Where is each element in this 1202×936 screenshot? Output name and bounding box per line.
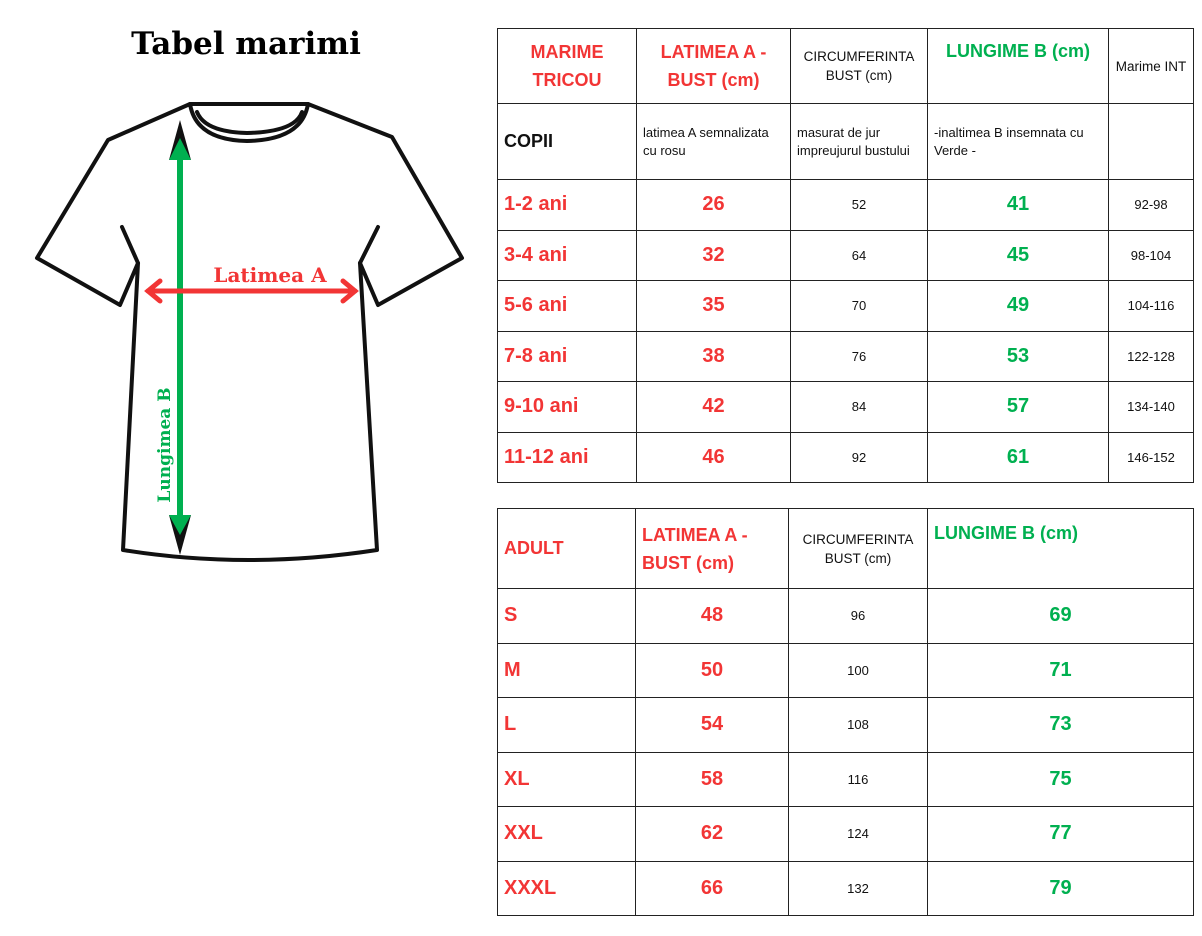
circumference-cell: 108 xyxy=(788,697,928,753)
table-row: M 50 100 71 xyxy=(497,642,1194,698)
int-size-cell: 98-104 xyxy=(1108,229,1194,281)
circumference-cell: 124 xyxy=(788,806,928,862)
table-row: L 54 108 73 xyxy=(497,697,1194,753)
length-label: Lungimea B xyxy=(155,387,175,502)
width-cell: 26 xyxy=(636,179,791,231)
width-arrow xyxy=(144,278,359,304)
header-int-size: Marime INT xyxy=(1108,28,1194,104)
table-row: 11-12 ani 46 92 61 146-152 xyxy=(497,431,1194,483)
int-note xyxy=(1108,103,1194,180)
int-size-cell: 134-140 xyxy=(1108,381,1194,433)
size-cell: S xyxy=(497,588,636,644)
length-cell: 45 xyxy=(927,229,1109,281)
page-title: Tabel marimi xyxy=(131,26,361,62)
size-cell: 7-8 ani xyxy=(497,330,637,382)
size-cell: 5-6 ani xyxy=(497,280,637,332)
header-length: LUNGIME B (cm) xyxy=(927,508,1194,589)
table-row: 7-8 ani 38 76 53 122-128 xyxy=(497,330,1194,382)
width-cell: 54 xyxy=(635,697,789,753)
int-size-cell: 92-98 xyxy=(1108,179,1194,231)
table-row: 9-10 ani 42 84 57 134-140 xyxy=(497,381,1194,433)
header-circumference: CIRCUMFERINTA BUST (cm) xyxy=(790,28,928,104)
length-cell: 79 xyxy=(927,860,1194,916)
int-size-cell: 146-152 xyxy=(1108,431,1194,483)
width-label: Latimea A xyxy=(213,263,327,287)
circumference-cell: 132 xyxy=(788,860,928,916)
circumference-cell: 96 xyxy=(788,588,928,644)
width-cell: 46 xyxy=(636,431,791,483)
table-row: S 48 96 69 xyxy=(497,588,1194,644)
size-cell: 1-2 ani xyxy=(497,179,637,231)
width-cell: 66 xyxy=(635,860,789,916)
circumference-cell: 64 xyxy=(790,229,928,281)
width-cell: 58 xyxy=(635,751,789,807)
table-row: XXXL 66 132 79 xyxy=(497,860,1194,916)
size-cell: L xyxy=(497,697,636,753)
kids-size-table: MARIME TRICOU LATIMEA A - BUST (cm) CIRC… xyxy=(497,28,1194,483)
length-cell: 53 xyxy=(927,330,1109,382)
header-circumference: CIRCUMFERINTA BUST (cm) xyxy=(788,508,928,589)
circumference-note: masurat de jur impreujurul bustului xyxy=(790,103,928,180)
kids-label: COPII xyxy=(497,103,637,180)
size-cell: XXL xyxy=(497,806,636,862)
circumference-cell: 52 xyxy=(790,179,928,231)
length-cell: 77 xyxy=(927,806,1194,862)
header-width: LATIMEA A - BUST (cm) xyxy=(636,28,791,104)
notes-row: COPII latimea A semnalizata cu rosu masu… xyxy=(497,103,1194,180)
length-cell: 41 xyxy=(927,179,1109,231)
size-cell: XL xyxy=(497,751,636,807)
length-cell: 73 xyxy=(927,697,1194,753)
table-row: 1-2 ani 26 52 41 92-98 xyxy=(497,179,1194,231)
table-row: 3-4 ani 32 64 45 98-104 xyxy=(497,229,1194,281)
adult-size-table: ADULT LATIMEA A - BUST (cm) CIRCUMFERINT… xyxy=(497,508,1194,916)
length-cell: 69 xyxy=(927,588,1194,644)
circumference-cell: 100 xyxy=(788,642,928,698)
table-header-row: ADULT LATIMEA A - BUST (cm) CIRCUMFERINT… xyxy=(497,508,1194,589)
length-cell: 57 xyxy=(927,381,1109,433)
width-cell: 35 xyxy=(636,280,791,332)
length-arrow xyxy=(169,120,191,555)
width-cell: 62 xyxy=(635,806,789,862)
size-cell: M xyxy=(497,642,636,698)
table-header-row: MARIME TRICOU LATIMEA A - BUST (cm) CIRC… xyxy=(497,28,1194,104)
width-cell: 48 xyxy=(635,588,789,644)
header-width: LATIMEA A - BUST (cm) xyxy=(635,508,789,589)
length-cell: 61 xyxy=(927,431,1109,483)
tshirt-diagram: Latimea A Lungimea B xyxy=(35,102,464,562)
length-cell: 75 xyxy=(927,751,1194,807)
size-cell: 9-10 ani xyxy=(497,381,637,433)
circumference-cell: 92 xyxy=(790,431,928,483)
length-cell: 49 xyxy=(927,280,1109,332)
circumference-cell: 116 xyxy=(788,751,928,807)
int-size-cell: 122-128 xyxy=(1108,330,1194,382)
tshirt-outline-icon xyxy=(35,102,464,562)
circumference-cell: 70 xyxy=(790,280,928,332)
size-cell: XXXL xyxy=(497,860,636,916)
circumference-cell: 76 xyxy=(790,330,928,382)
width-cell: 38 xyxy=(636,330,791,382)
table-row: 5-6 ani 35 70 49 104-116 xyxy=(497,280,1194,332)
width-cell: 50 xyxy=(635,642,789,698)
header-size: MARIME TRICOU xyxy=(497,28,637,104)
length-note: -inaltimea B insemnata cu Verde - xyxy=(927,103,1109,180)
width-cell: 32 xyxy=(636,229,791,281)
circumference-cell: 84 xyxy=(790,381,928,433)
width-cell: 42 xyxy=(636,381,791,433)
length-cell: 71 xyxy=(927,642,1194,698)
int-size-cell: 104-116 xyxy=(1108,280,1194,332)
header-length: LUNGIME B (cm) xyxy=(927,28,1109,104)
table-row: XXL 62 124 77 xyxy=(497,806,1194,862)
width-note: latimea A semnalizata cu rosu xyxy=(636,103,791,180)
table-row: XL 58 116 75 xyxy=(497,751,1194,807)
size-cell: 11-12 ani xyxy=(497,431,637,483)
size-cell: 3-4 ani xyxy=(497,229,637,281)
adult-label: ADULT xyxy=(497,508,636,589)
